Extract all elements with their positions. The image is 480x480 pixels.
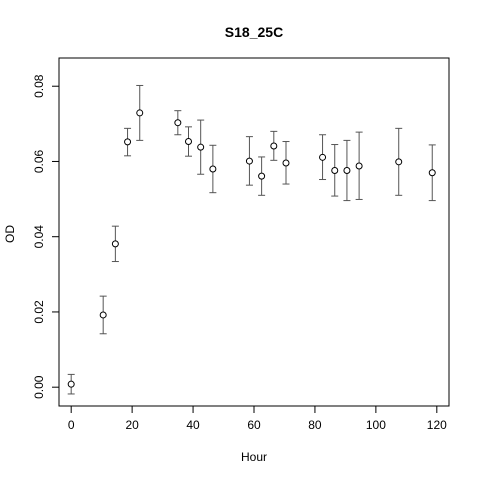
point-marker bbox=[395, 158, 403, 166]
data-point bbox=[99, 295, 107, 335]
x-axis-label: Hour bbox=[241, 450, 267, 464]
point-marker bbox=[245, 157, 253, 165]
x-tick-label: 20 bbox=[125, 418, 139, 432]
x-axis: 0 20 40 60 80 100 120 bbox=[68, 406, 447, 432]
y-tick-label: 0.06 bbox=[32, 149, 46, 173]
data-points bbox=[67, 84, 436, 395]
point-marker bbox=[355, 162, 363, 170]
y-axis: 0.00 0.02 0.04 0.06 0.08 bbox=[32, 74, 59, 399]
point-marker bbox=[197, 143, 205, 151]
data-point bbox=[355, 131, 363, 200]
y-tick-label: 0.08 bbox=[32, 74, 46, 98]
data-point bbox=[197, 119, 205, 175]
data-point bbox=[67, 373, 75, 395]
point-marker bbox=[184, 138, 192, 146]
y-axis-label: OD bbox=[3, 225, 17, 243]
data-point bbox=[282, 141, 290, 185]
chart-title: S18_25C bbox=[225, 24, 283, 40]
data-point bbox=[343, 139, 351, 202]
point-marker bbox=[258, 172, 266, 180]
x-tick-label: 40 bbox=[186, 418, 200, 432]
data-point bbox=[319, 134, 327, 181]
data-point bbox=[209, 144, 217, 194]
point-marker bbox=[136, 109, 144, 117]
point-marker bbox=[111, 240, 119, 248]
point-marker bbox=[209, 165, 217, 173]
x-tick-label: 120 bbox=[427, 418, 447, 432]
data-point bbox=[258, 156, 266, 196]
point-marker bbox=[270, 142, 278, 150]
point-marker bbox=[331, 166, 339, 174]
data-point bbox=[270, 130, 278, 161]
data-point bbox=[428, 144, 436, 202]
point-marker bbox=[99, 311, 107, 319]
data-point bbox=[124, 127, 132, 157]
data-point bbox=[395, 127, 403, 196]
plot-frame bbox=[58, 57, 450, 407]
point-marker bbox=[174, 119, 182, 127]
data-point bbox=[136, 84, 144, 141]
y-tick-label: 0.00 bbox=[32, 375, 46, 399]
data-point bbox=[245, 136, 253, 186]
data-point bbox=[111, 225, 119, 263]
point-marker bbox=[428, 169, 436, 177]
x-tick-label: 100 bbox=[366, 418, 386, 432]
y-tick-label: 0.02 bbox=[32, 300, 46, 324]
x-tick-label: 80 bbox=[308, 418, 322, 432]
data-point bbox=[174, 110, 182, 136]
point-marker bbox=[319, 153, 327, 161]
x-tick-label: 0 bbox=[68, 418, 75, 432]
x-tick-label: 60 bbox=[247, 418, 261, 432]
point-marker bbox=[124, 138, 132, 146]
point-marker bbox=[343, 166, 351, 174]
point-marker bbox=[282, 159, 290, 167]
data-point bbox=[184, 126, 192, 157]
data-point bbox=[331, 144, 339, 197]
y-tick-label: 0.04 bbox=[32, 225, 46, 249]
point-marker bbox=[67, 380, 75, 388]
